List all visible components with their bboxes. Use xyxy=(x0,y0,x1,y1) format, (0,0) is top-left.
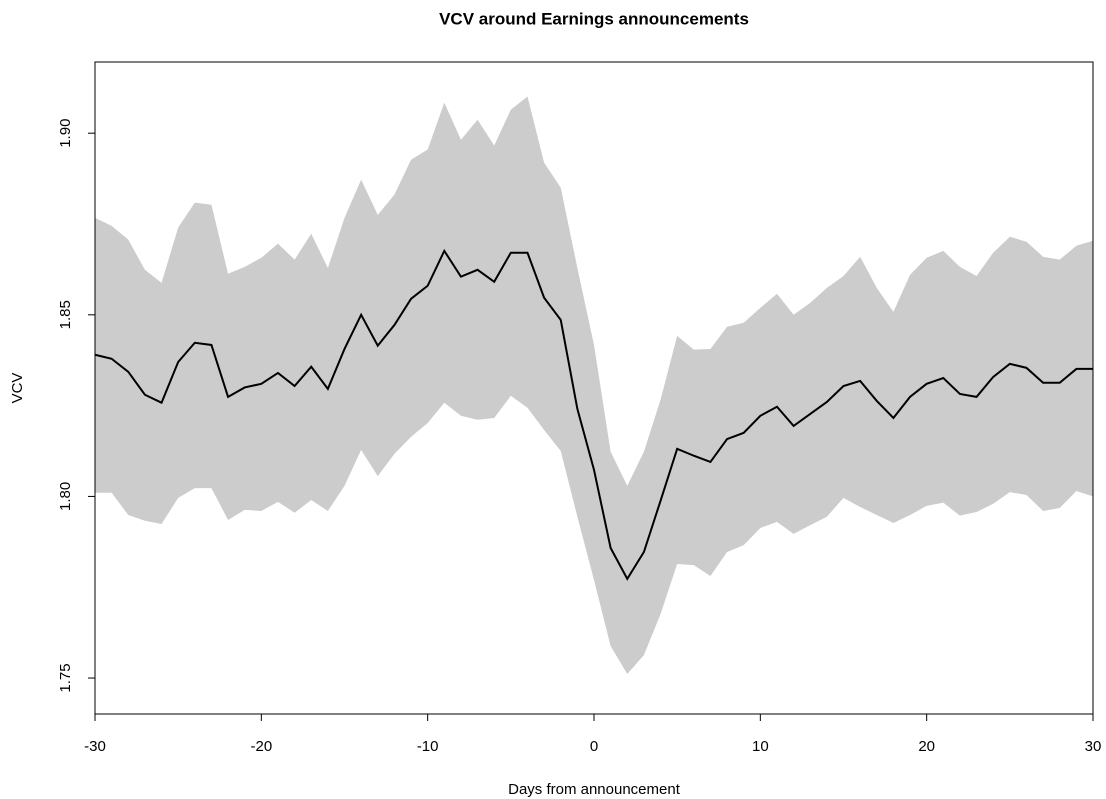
y-tick-label: 1.85 xyxy=(57,300,74,329)
y-tick-label: 1.90 xyxy=(57,119,74,148)
chart-title: VCV around Earnings announcements xyxy=(439,9,749,28)
y-tick-label: 1.75 xyxy=(57,663,74,692)
x-tick-label: 30 xyxy=(1085,738,1102,755)
x-tick-label: -10 xyxy=(417,738,439,755)
mean-line xyxy=(94,248,1093,581)
confidence-band xyxy=(95,96,1093,675)
x-tick-label: -20 xyxy=(250,738,272,755)
x-axis-label: Days from announcement xyxy=(508,781,681,798)
x-tick-label: -30 xyxy=(84,738,106,755)
x-tick-label: 20 xyxy=(918,738,935,755)
y-axis-label: VCV xyxy=(9,373,26,404)
x-tick-label: 10 xyxy=(752,738,769,755)
x-tick-label: 0 xyxy=(590,738,598,755)
y-tick-label: 1.80 xyxy=(57,482,74,511)
